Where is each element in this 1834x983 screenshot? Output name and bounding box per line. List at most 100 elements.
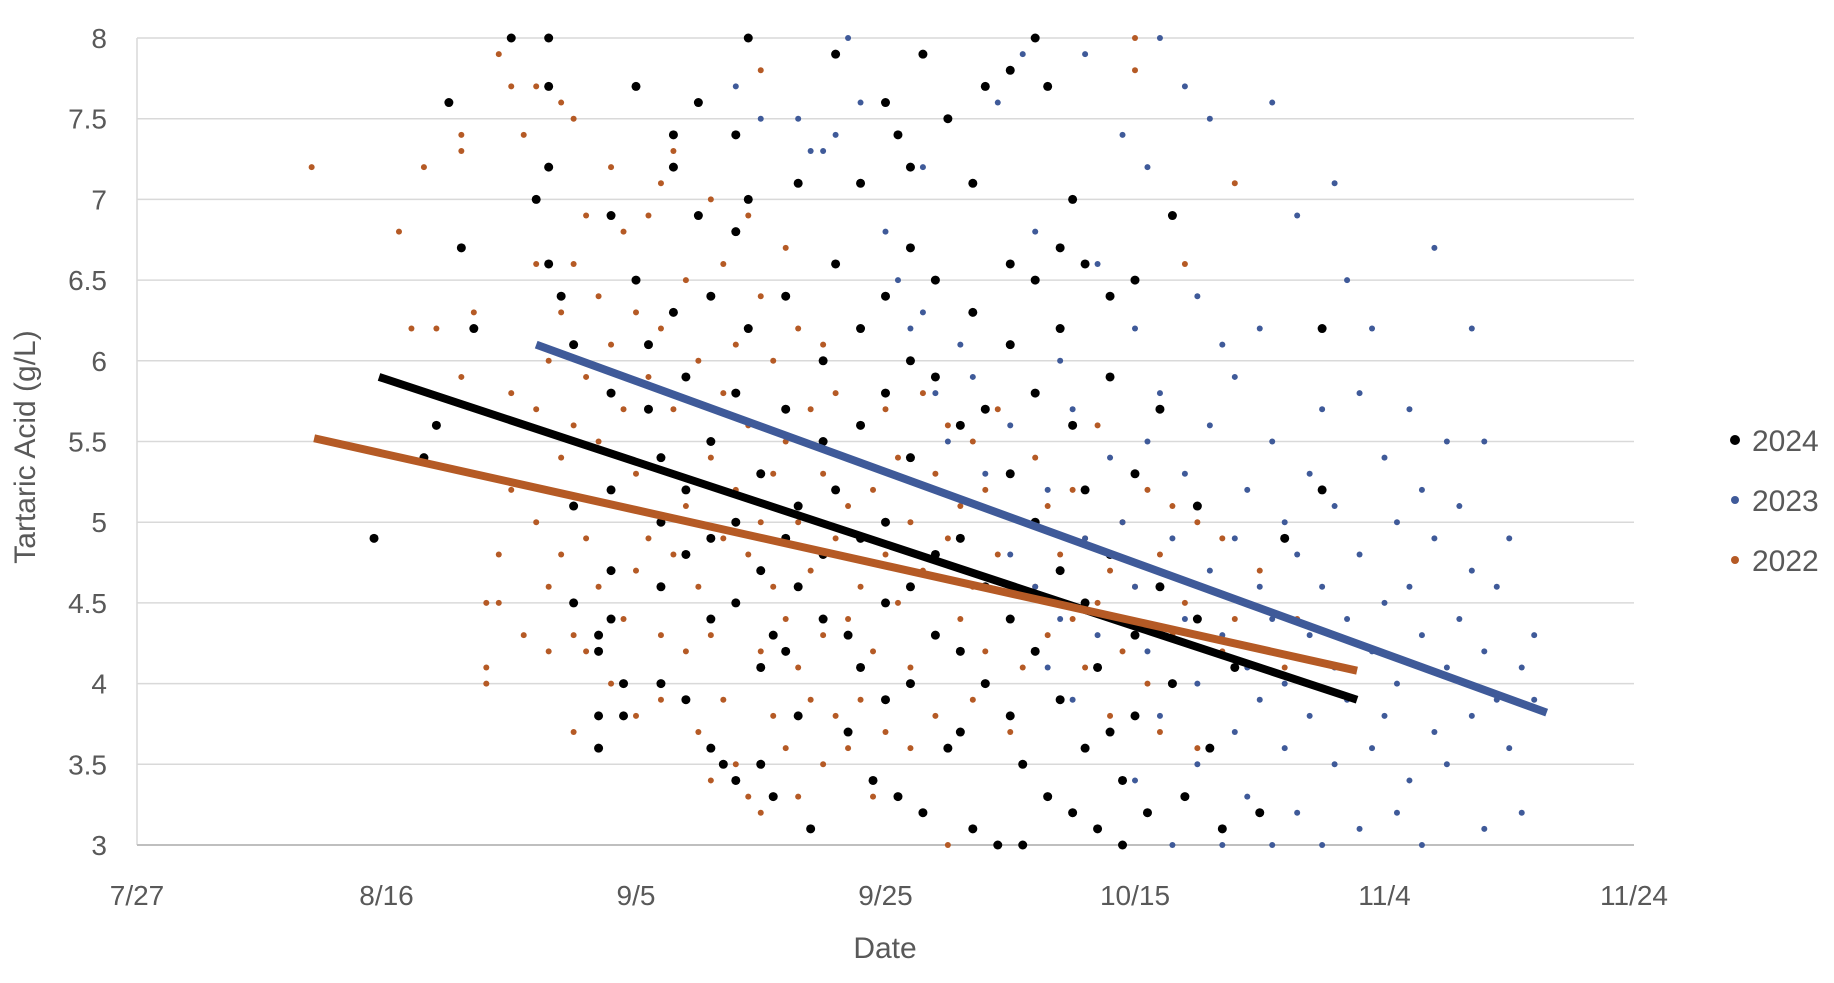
x-tick-label: 11/24 [1600, 880, 1668, 911]
data-point-2023 [1194, 761, 1201, 768]
data-point-2024 [594, 646, 604, 656]
data-point-2023 [1331, 761, 1338, 768]
data-point-2024 [781, 291, 791, 301]
data-point-2022 [1069, 486, 1076, 493]
data-point-2023 [1032, 228, 1039, 235]
data-point-2024 [1130, 630, 1140, 640]
data-point-2023 [795, 115, 802, 122]
data-point-2022 [670, 147, 677, 154]
data-point-2024 [881, 98, 890, 108]
y-tick-label: 8 [91, 23, 107, 54]
data-point-2024 [1018, 840, 1028, 850]
data-point-2023 [1369, 745, 1376, 752]
data-point-2024 [1005, 259, 1015, 269]
data-point-2023 [1156, 712, 1163, 719]
data-point-2023 [1331, 180, 1338, 187]
data-point-2024 [731, 517, 741, 527]
data-point-2023 [1044, 486, 1051, 493]
data-point-2022 [1094, 599, 1101, 606]
y-tick-label: 5.5 [68, 427, 107, 458]
data-point-2024 [881, 598, 890, 608]
y-tick-label: 3 [91, 830, 107, 861]
data-point-2024 [743, 324, 753, 334]
data-point-2022 [757, 293, 764, 300]
data-point-2024 [980, 679, 990, 689]
data-point-2024 [706, 291, 716, 301]
data-point-2023 [1319, 583, 1326, 590]
data-point-2022 [770, 583, 777, 590]
data-point-2022 [957, 616, 964, 623]
data-point-2023 [1443, 761, 1450, 768]
data-point-2022 [957, 503, 964, 510]
data-point-2022 [820, 341, 827, 348]
data-points [308, 33, 1538, 850]
data-point-2024 [668, 130, 678, 140]
data-point-2024 [681, 372, 691, 382]
data-point-2022 [820, 470, 827, 477]
data-point-2022 [907, 745, 914, 752]
data-point-2024 [993, 840, 1003, 850]
x-tick-label: 10/15 [1100, 880, 1170, 911]
data-point-2024 [793, 582, 803, 592]
data-point-2022 [820, 632, 827, 639]
x-tick-label: 7/27 [110, 880, 165, 911]
data-point-2023 [957, 341, 964, 348]
data-point-2022 [807, 567, 814, 574]
data-point-2022 [782, 745, 789, 752]
data-point-2023 [1269, 616, 1276, 623]
data-point-2023 [1244, 793, 1251, 800]
data-point-2023 [1443, 664, 1450, 671]
data-point-2022 [795, 664, 802, 671]
trendline-2024 [377, 373, 1359, 704]
data-point-2022 [645, 535, 652, 542]
data-point-2023 [1294, 212, 1301, 219]
data-point-2022 [1044, 632, 1051, 639]
data-point-2024 [756, 759, 766, 769]
data-point-2024 [731, 130, 741, 140]
data-point-2023 [1431, 535, 1438, 542]
data-point-2022 [695, 583, 702, 590]
data-point-2024 [743, 194, 753, 204]
legend-marker-2024 [1730, 435, 1740, 445]
data-point-2024 [556, 291, 566, 301]
y-axis-ticks: 3 3.5 4 4.5 5 5.5 6 6.5 7 7.5 8 [68, 23, 107, 861]
data-point-2022 [570, 422, 577, 429]
data-point-2022 [882, 551, 889, 558]
data-point-2022 [682, 648, 689, 655]
data-point-2023 [1531, 696, 1538, 703]
data-point-2022 [420, 164, 427, 171]
data-point-2022 [894, 454, 901, 461]
data-point-2022 [633, 470, 639, 477]
data-point-2023 [894, 277, 901, 284]
data-point-2024 [1093, 662, 1103, 672]
data-point-2023 [1032, 583, 1039, 590]
data-point-2022 [1156, 729, 1163, 736]
data-point-2024 [768, 792, 778, 802]
data-point-2024 [1030, 388, 1040, 398]
data-point-2022 [944, 842, 951, 848]
data-point-2023 [1281, 680, 1288, 687]
data-point-2022 [757, 519, 764, 526]
data-point-2022 [1281, 664, 1288, 671]
data-point-2024 [943, 743, 953, 753]
data-point-2022 [944, 422, 951, 429]
data-point-2024 [1005, 340, 1015, 350]
data-point-2024 [693, 98, 703, 108]
data-point-2024 [781, 646, 791, 656]
data-point-2024 [444, 98, 454, 108]
data-point-2022 [483, 599, 490, 606]
data-point-2022 [483, 664, 490, 671]
data-point-2024 [868, 775, 878, 785]
data-point-2023 [1443, 438, 1450, 445]
data-point-2023 [1418, 842, 1425, 848]
data-point-2024 [1217, 824, 1227, 834]
data-point-2024 [1055, 695, 1065, 705]
data-point-2023 [1356, 551, 1363, 558]
data-point-2023 [1082, 51, 1089, 58]
data-point-2023 [1244, 486, 1251, 493]
data-point-2022 [608, 341, 615, 348]
data-point-2024 [893, 792, 903, 802]
data-point-2024 [881, 291, 890, 301]
data-point-2023 [1468, 567, 1475, 574]
data-point-2023 [932, 390, 939, 397]
